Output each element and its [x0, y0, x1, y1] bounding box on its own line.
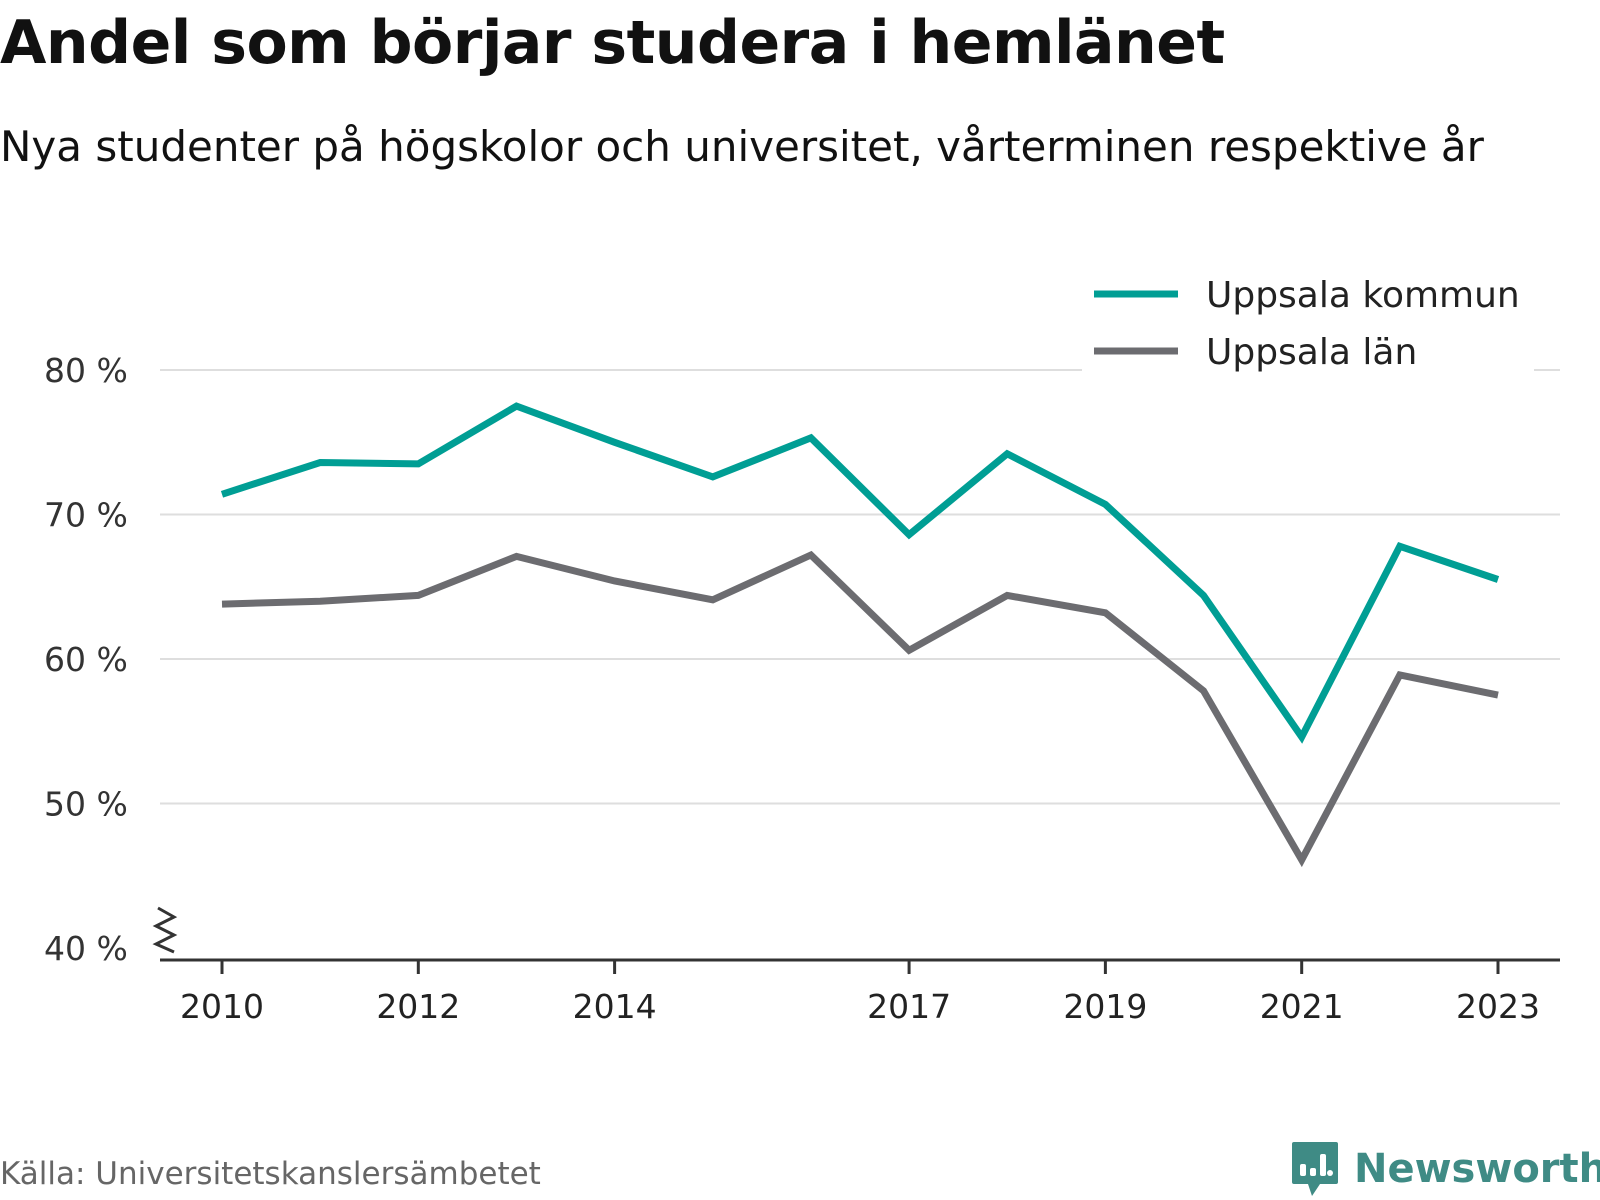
- series-lines: [220, 402, 1500, 868]
- series-line-uppsala-kommun: [220, 402, 1500, 744]
- y-tick-label: 80 %: [44, 351, 128, 390]
- newsworthy-logo-icon: [1292, 1142, 1338, 1196]
- x-tick-label: 2023: [1456, 987, 1540, 1026]
- legend-label: Uppsala län: [1206, 332, 1417, 373]
- brand[interactable]: Newsworthy: [1290, 1140, 1600, 1198]
- y-axis-ticks: 40 % 50 % 60 % 70 % 80 %: [44, 351, 128, 968]
- x-tick-label: 2021: [1260, 987, 1344, 1026]
- source-note: Källa: Universitetskanslersämbetet: [0, 1156, 541, 1192]
- x-tick-label: 2012: [376, 987, 460, 1026]
- y-tick-label: 70 %: [44, 496, 128, 535]
- legend-label: Uppsala kommun: [1206, 275, 1520, 316]
- chart-subtitle: Nya studenter på högskolor och universit…: [0, 122, 1484, 171]
- x-tick-label: 2010: [180, 987, 264, 1026]
- y-tick-label: 40 %: [44, 929, 128, 968]
- x-tick-label: 2019: [1063, 987, 1147, 1026]
- legend: Uppsala kommun Uppsala län: [1082, 262, 1534, 373]
- axis-break-icon: [152, 906, 178, 954]
- series-line-uppsala-län: [221, 550, 1499, 868]
- x-tick-label: 2017: [867, 987, 951, 1026]
- x-axis-ticks: 2010 2012 2014 2017 2019 2021 2023: [180, 960, 1540, 1026]
- chart-title: Andel som börjar studera i hemlänet: [0, 8, 1225, 78]
- gridlines: [160, 369, 1560, 805]
- x-tick-label: 2014: [573, 987, 657, 1026]
- y-tick-label: 60 %: [44, 640, 128, 679]
- brand-name: Newsworthy: [1354, 1146, 1600, 1192]
- y-tick-label: 50 %: [44, 785, 128, 824]
